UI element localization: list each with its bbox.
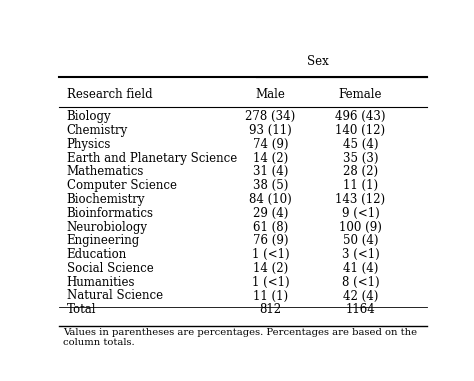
Text: 3 (<1): 3 (<1) <box>342 248 379 261</box>
Text: 29 (4): 29 (4) <box>253 207 288 220</box>
Text: 11 (1): 11 (1) <box>343 179 378 192</box>
Text: Biology: Biology <box>66 110 111 123</box>
Text: Computer Science: Computer Science <box>66 179 177 192</box>
Text: Natural Science: Natural Science <box>66 290 163 303</box>
Text: Chemistry: Chemistry <box>66 124 128 137</box>
Text: Earth and Planetary Science: Earth and Planetary Science <box>66 152 237 165</box>
Text: Research field: Research field <box>66 88 152 101</box>
Text: Neurobiology: Neurobiology <box>66 221 147 234</box>
Text: Female: Female <box>339 88 382 101</box>
Text: Biochemistry: Biochemistry <box>66 193 145 206</box>
Text: 45 (4): 45 (4) <box>343 138 378 151</box>
Text: 278 (34): 278 (34) <box>246 110 296 123</box>
Text: 1 (<1): 1 (<1) <box>252 248 289 261</box>
Text: 42 (4): 42 (4) <box>343 290 378 303</box>
Text: 38 (5): 38 (5) <box>253 179 288 192</box>
Text: 1 (<1): 1 (<1) <box>252 276 289 289</box>
Text: 14 (2): 14 (2) <box>253 152 288 165</box>
Text: 61 (8): 61 (8) <box>253 221 288 234</box>
Text: 31 (4): 31 (4) <box>253 165 288 178</box>
Text: 35 (3): 35 (3) <box>343 152 378 165</box>
Text: 9 (<1): 9 (<1) <box>342 207 379 220</box>
Text: 1164: 1164 <box>346 303 375 316</box>
Text: Sex: Sex <box>307 55 329 68</box>
Text: 14 (2): 14 (2) <box>253 262 288 275</box>
Text: Humanities: Humanities <box>66 276 135 289</box>
Text: Bioinformatics: Bioinformatics <box>66 207 154 220</box>
Text: 143 (12): 143 (12) <box>336 193 385 206</box>
Text: 812: 812 <box>259 303 282 316</box>
Text: Engineering: Engineering <box>66 234 140 247</box>
Text: Values in parentheses are percentages. Percentages are based on the
column total: Values in parentheses are percentages. P… <box>63 328 417 347</box>
Text: 11 (1): 11 (1) <box>253 290 288 303</box>
Text: 84 (10): 84 (10) <box>249 193 292 206</box>
Text: 41 (4): 41 (4) <box>343 262 378 275</box>
Text: Mathematics: Mathematics <box>66 165 144 178</box>
Text: Physics: Physics <box>66 138 111 151</box>
Text: 50 (4): 50 (4) <box>343 234 378 247</box>
Text: 76 (9): 76 (9) <box>253 234 288 247</box>
Text: 140 (12): 140 (12) <box>336 124 385 137</box>
Text: Total: Total <box>66 303 96 316</box>
Text: 8 (<1): 8 (<1) <box>342 276 379 289</box>
Text: Social Science: Social Science <box>66 262 154 275</box>
Text: 74 (9): 74 (9) <box>253 138 288 151</box>
Text: 93 (11): 93 (11) <box>249 124 292 137</box>
Text: 100 (9): 100 (9) <box>339 221 382 234</box>
Text: Education: Education <box>66 248 127 261</box>
Text: Male: Male <box>255 88 285 101</box>
Text: 28 (2): 28 (2) <box>343 165 378 178</box>
Text: 496 (43): 496 (43) <box>335 110 386 123</box>
